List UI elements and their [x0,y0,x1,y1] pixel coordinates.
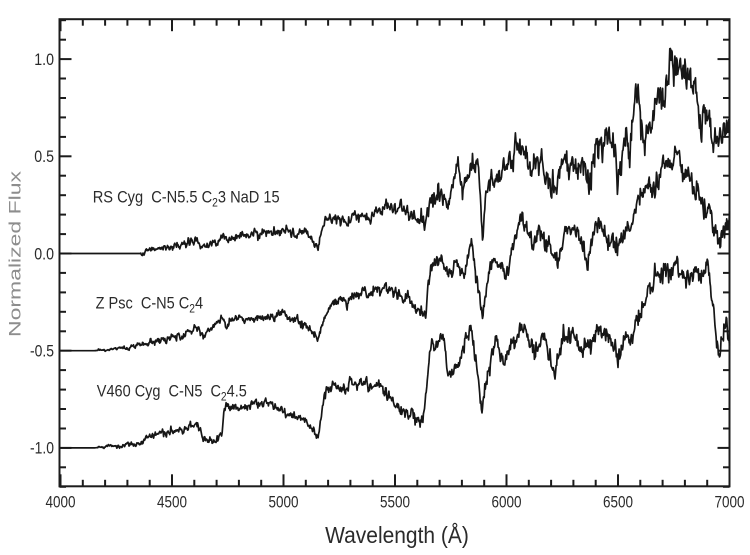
svg-text:Wavelength (Å): Wavelength (Å) [325,521,469,548]
svg-text:V460 Cyg C-N5 C24.5: V460 Cyg C-N5 C24.5 [97,382,247,404]
svg-text:-1.0: -1.0 [30,440,54,458]
svg-text:5000: 5000 [269,494,299,512]
svg-text:5500: 5500 [380,494,410,512]
svg-text:4000: 4000 [46,494,76,512]
svg-text:0.5: 0.5 [34,148,54,166]
svg-text:Z Psc C-N5 C24: Z Psc C-N5 C24 [96,294,204,316]
svg-text:0.0: 0.0 [34,245,54,263]
svg-text:6000: 6000 [492,494,522,512]
svg-text:RS Cyg C-N5.5 C23 NaD 15: RS Cyg C-N5.5 C23 NaD 15 [93,188,280,210]
svg-text:6500: 6500 [603,494,633,512]
svg-text:1.0: 1.0 [34,51,54,69]
svg-text:4500: 4500 [157,494,187,512]
svg-text:-0.5: -0.5 [30,343,54,361]
svg-text:Normalized Flux: Normalized Flux [7,171,25,337]
svg-text:7000: 7000 [715,494,745,512]
